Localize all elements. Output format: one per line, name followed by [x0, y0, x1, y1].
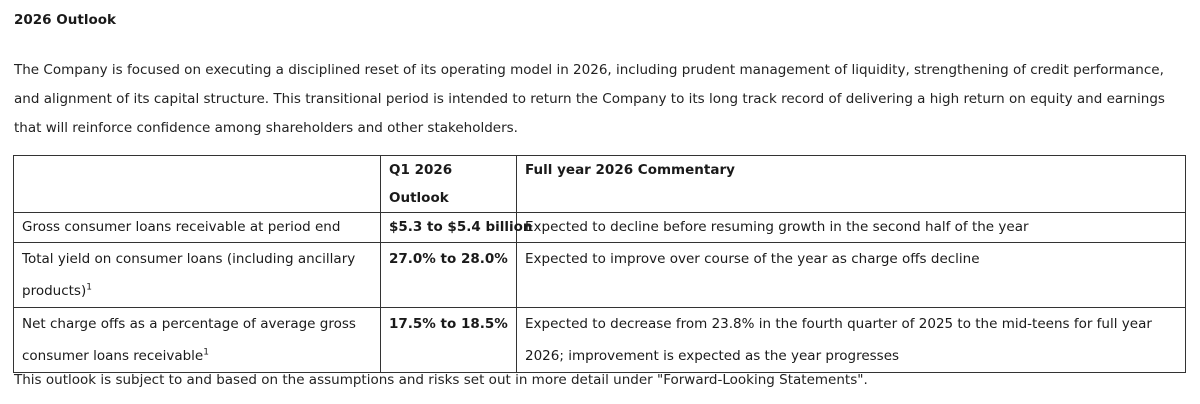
header-cell-metric [13, 155, 381, 213]
intro-paragraph: The Company is focused on executing a di… [14, 62, 1165, 136]
row-label-text: Net charge offs as a percentage of avera… [22, 316, 356, 364]
row-label-text: Gross consumer loans receivable at perio… [22, 219, 341, 235]
row-label-text: Total yield on consumer loans (including… [22, 251, 356, 299]
row-value: 27.0% to 28.0% [380, 242, 517, 308]
header-cell-q1-outlook: Q1 2026 Outlook [380, 155, 517, 213]
outlook-table: Q1 2026 Outlook Full year 2026 Commentar… [13, 155, 1186, 373]
table-header-row: Q1 2026 Outlook Full year 2026 Commentar… [13, 155, 1186, 213]
footnote-marker: 1 [203, 347, 209, 358]
row-commentary: Expected to improve over course of the y… [516, 242, 1186, 308]
table-row: Net charge offs as a percentage of avera… [13, 307, 1186, 373]
row-label: Gross consumer loans receivable at perio… [13, 212, 381, 243]
row-label: Net charge offs as a percentage of avera… [13, 307, 381, 373]
header-cell-commentary: Full year 2026 Commentary [516, 155, 1186, 213]
row-commentary: Expected to decrease from 23.8% in the f… [516, 307, 1186, 373]
row-value: 17.5% to 18.5% [380, 307, 517, 373]
footnote-marker: 1 [86, 282, 92, 293]
footer-note: This outlook is subject to and based on … [14, 372, 868, 388]
row-commentary: Expected to decline before resuming grow… [516, 212, 1186, 243]
row-value: $5.3 to $5.4 billion [380, 212, 533, 243]
table-row: Gross consumer loans receivable at perio… [13, 212, 1186, 243]
row-label: Total yield on consumer loans (including… [13, 242, 381, 308]
table-row: Total yield on consumer loans (including… [13, 242, 1186, 308]
section-title: 2026 Outlook [14, 12, 116, 28]
